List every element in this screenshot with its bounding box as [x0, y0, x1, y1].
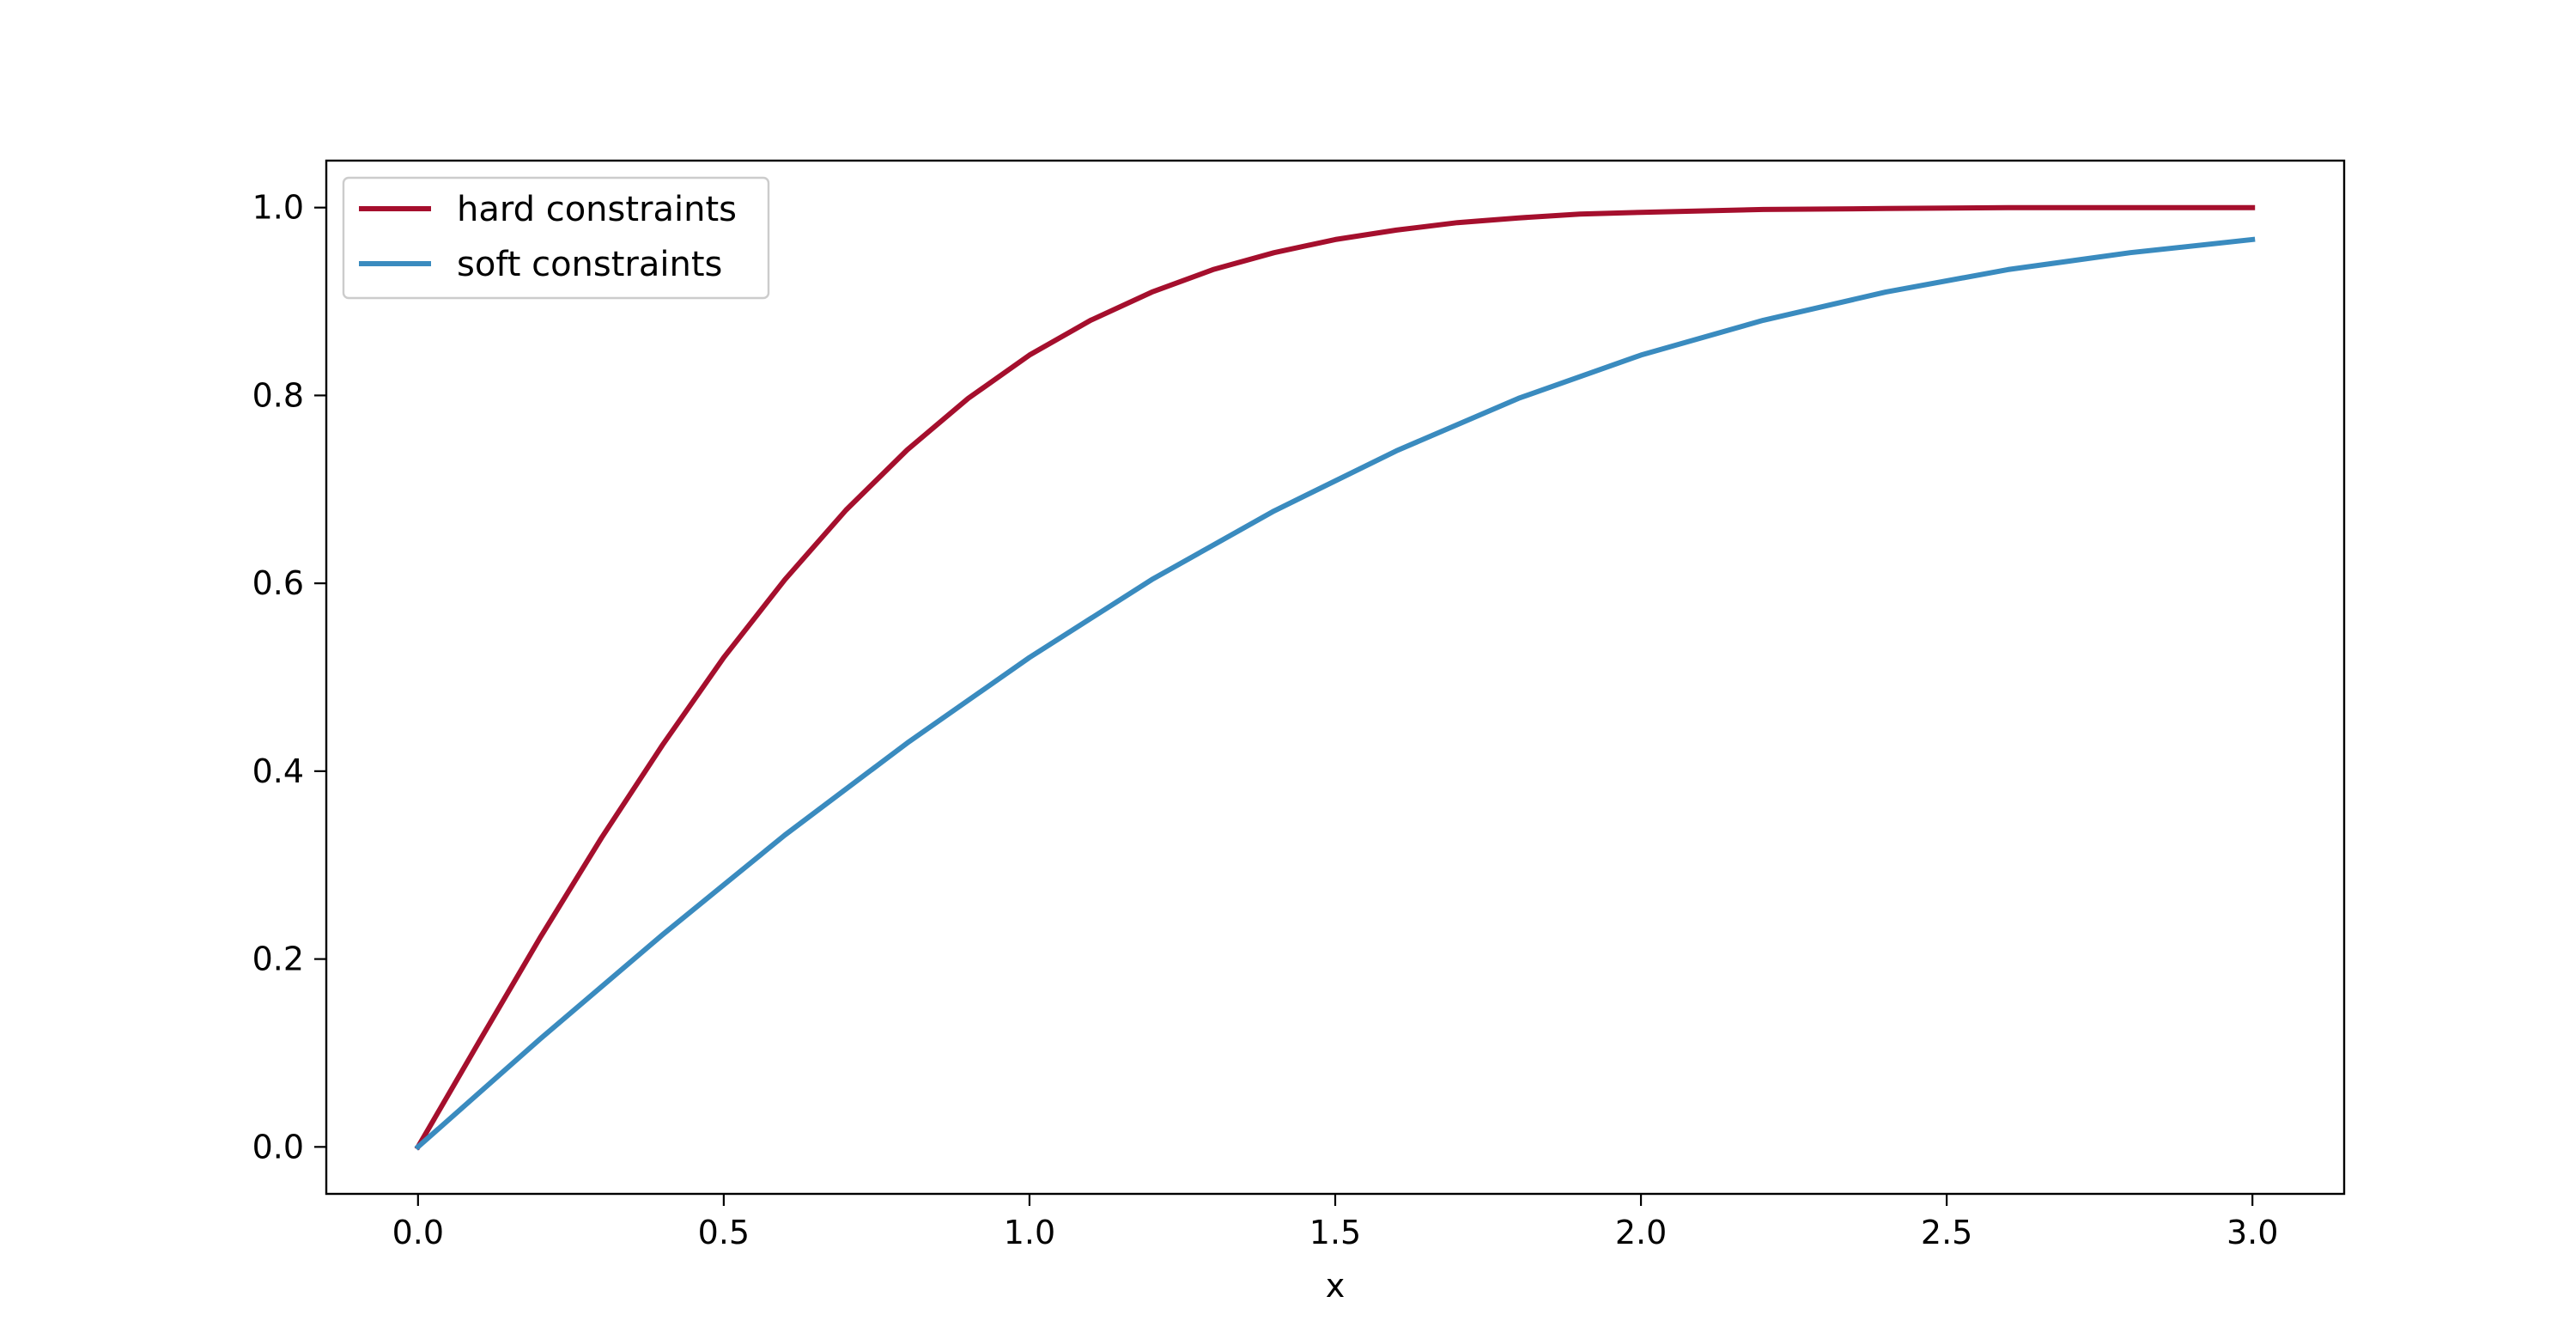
- x-tick-label: 0.0: [392, 1214, 444, 1251]
- legend-box: [342, 176, 770, 300]
- legend-label-1: hard constraints: [457, 190, 737, 229]
- x-tick-label: 2.5: [1921, 1214, 1972, 1251]
- y-axis-ticks: 0.0 0.2 0.4 0.6 0.8 1.0: [252, 189, 326, 1166]
- series-line-1: [414, 204, 2256, 1151]
- x-tick-label: 1.0: [1004, 1214, 1055, 1251]
- x-axis-label: x: [1326, 1267, 1346, 1305]
- x-axis-ticks: 0.0 0.5 1.0 1.5 2.0 2.5 3.0: [392, 1194, 2278, 1251]
- y-tick-label: 1.0: [252, 189, 304, 227]
- x-tick-label: 3.0: [2227, 1214, 2278, 1251]
- x-tick-label: 1.5: [1309, 1214, 1361, 1251]
- legend-label-2: soft constraints: [457, 245, 722, 284]
- y-tick-label: 0.4: [252, 752, 304, 790]
- legend: hard constraints soft constraints: [342, 176, 770, 300]
- y-tick-label: 0.8: [252, 376, 304, 414]
- x-tick-label: 0.5: [698, 1214, 750, 1251]
- y-tick-label: 0.6: [252, 564, 304, 602]
- y-tick-label: 0.2: [252, 940, 304, 978]
- series-line-2: [414, 236, 2256, 1151]
- x-tick-label: 2.0: [1615, 1214, 1667, 1251]
- series-layer: [414, 204, 2256, 1151]
- y-tick-label: 0.0: [252, 1128, 304, 1166]
